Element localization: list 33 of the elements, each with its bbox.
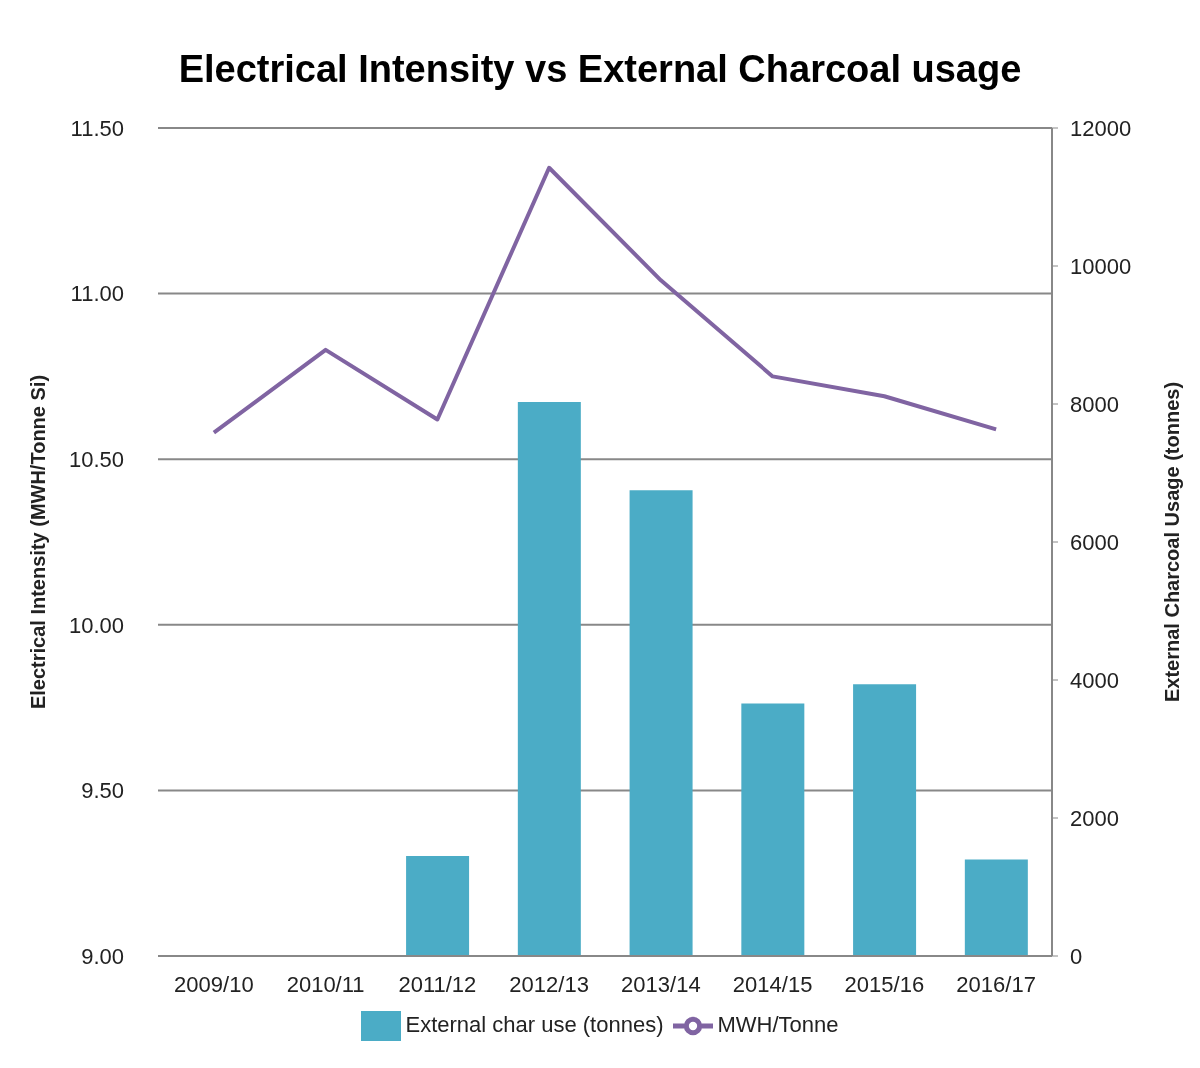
bar: [406, 855, 470, 956]
y-tick-label: 11.00: [70, 281, 124, 307]
y-axis-title: Electrical Intensity (MWH/Tonne Si): [27, 374, 50, 710]
x-tick-label: 2011/12: [398, 971, 477, 997]
x-tick-label: 2009/10: [174, 971, 254, 997]
x-tick-label: 2010/11: [286, 971, 365, 997]
y2-tick-label: 10000: [1070, 253, 1132, 279]
chart-title: Electrical Intensity vs External Charcoal usage: [177, 47, 1023, 92]
y2-axis-title: External Charcoal Usage (tonnes): [1161, 381, 1184, 703]
legend-label: MWH/Tonne: [717, 1011, 839, 1037]
y-tick-label: 10.50: [68, 447, 124, 473]
x-tick-label: 2014/15: [732, 971, 813, 997]
y-tick-label: 9.00: [81, 943, 124, 969]
y2-tick-label: 8000: [1070, 391, 1119, 417]
bar: [629, 490, 693, 956]
bar: [741, 703, 805, 956]
y-tick-label: 10.00: [68, 612, 124, 638]
y2-tick-label: 6000: [1070, 529, 1119, 555]
x-tick-label: 2016/17: [956, 971, 1036, 997]
y2-tick-label: 4000: [1070, 667, 1119, 693]
y-tick-label: 9.50: [81, 778, 124, 804]
bar: [964, 859, 1028, 956]
y2-tick-label: 12000: [1070, 115, 1132, 141]
x-tick-label: 2013/14: [621, 971, 701, 997]
y2-tick-label: 2000: [1070, 805, 1119, 831]
bar: [853, 684, 917, 956]
y2-tick-label: 0: [1070, 943, 1083, 969]
x-tick-label: 2015/16: [844, 971, 925, 997]
x-tick-label: 2012/13: [509, 971, 589, 997]
line-series: [211, 165, 999, 435]
legend-label: External char use (tonnes): [405, 1011, 664, 1037]
bar: [517, 401, 581, 956]
y-tick-label: 11.50: [70, 115, 124, 141]
